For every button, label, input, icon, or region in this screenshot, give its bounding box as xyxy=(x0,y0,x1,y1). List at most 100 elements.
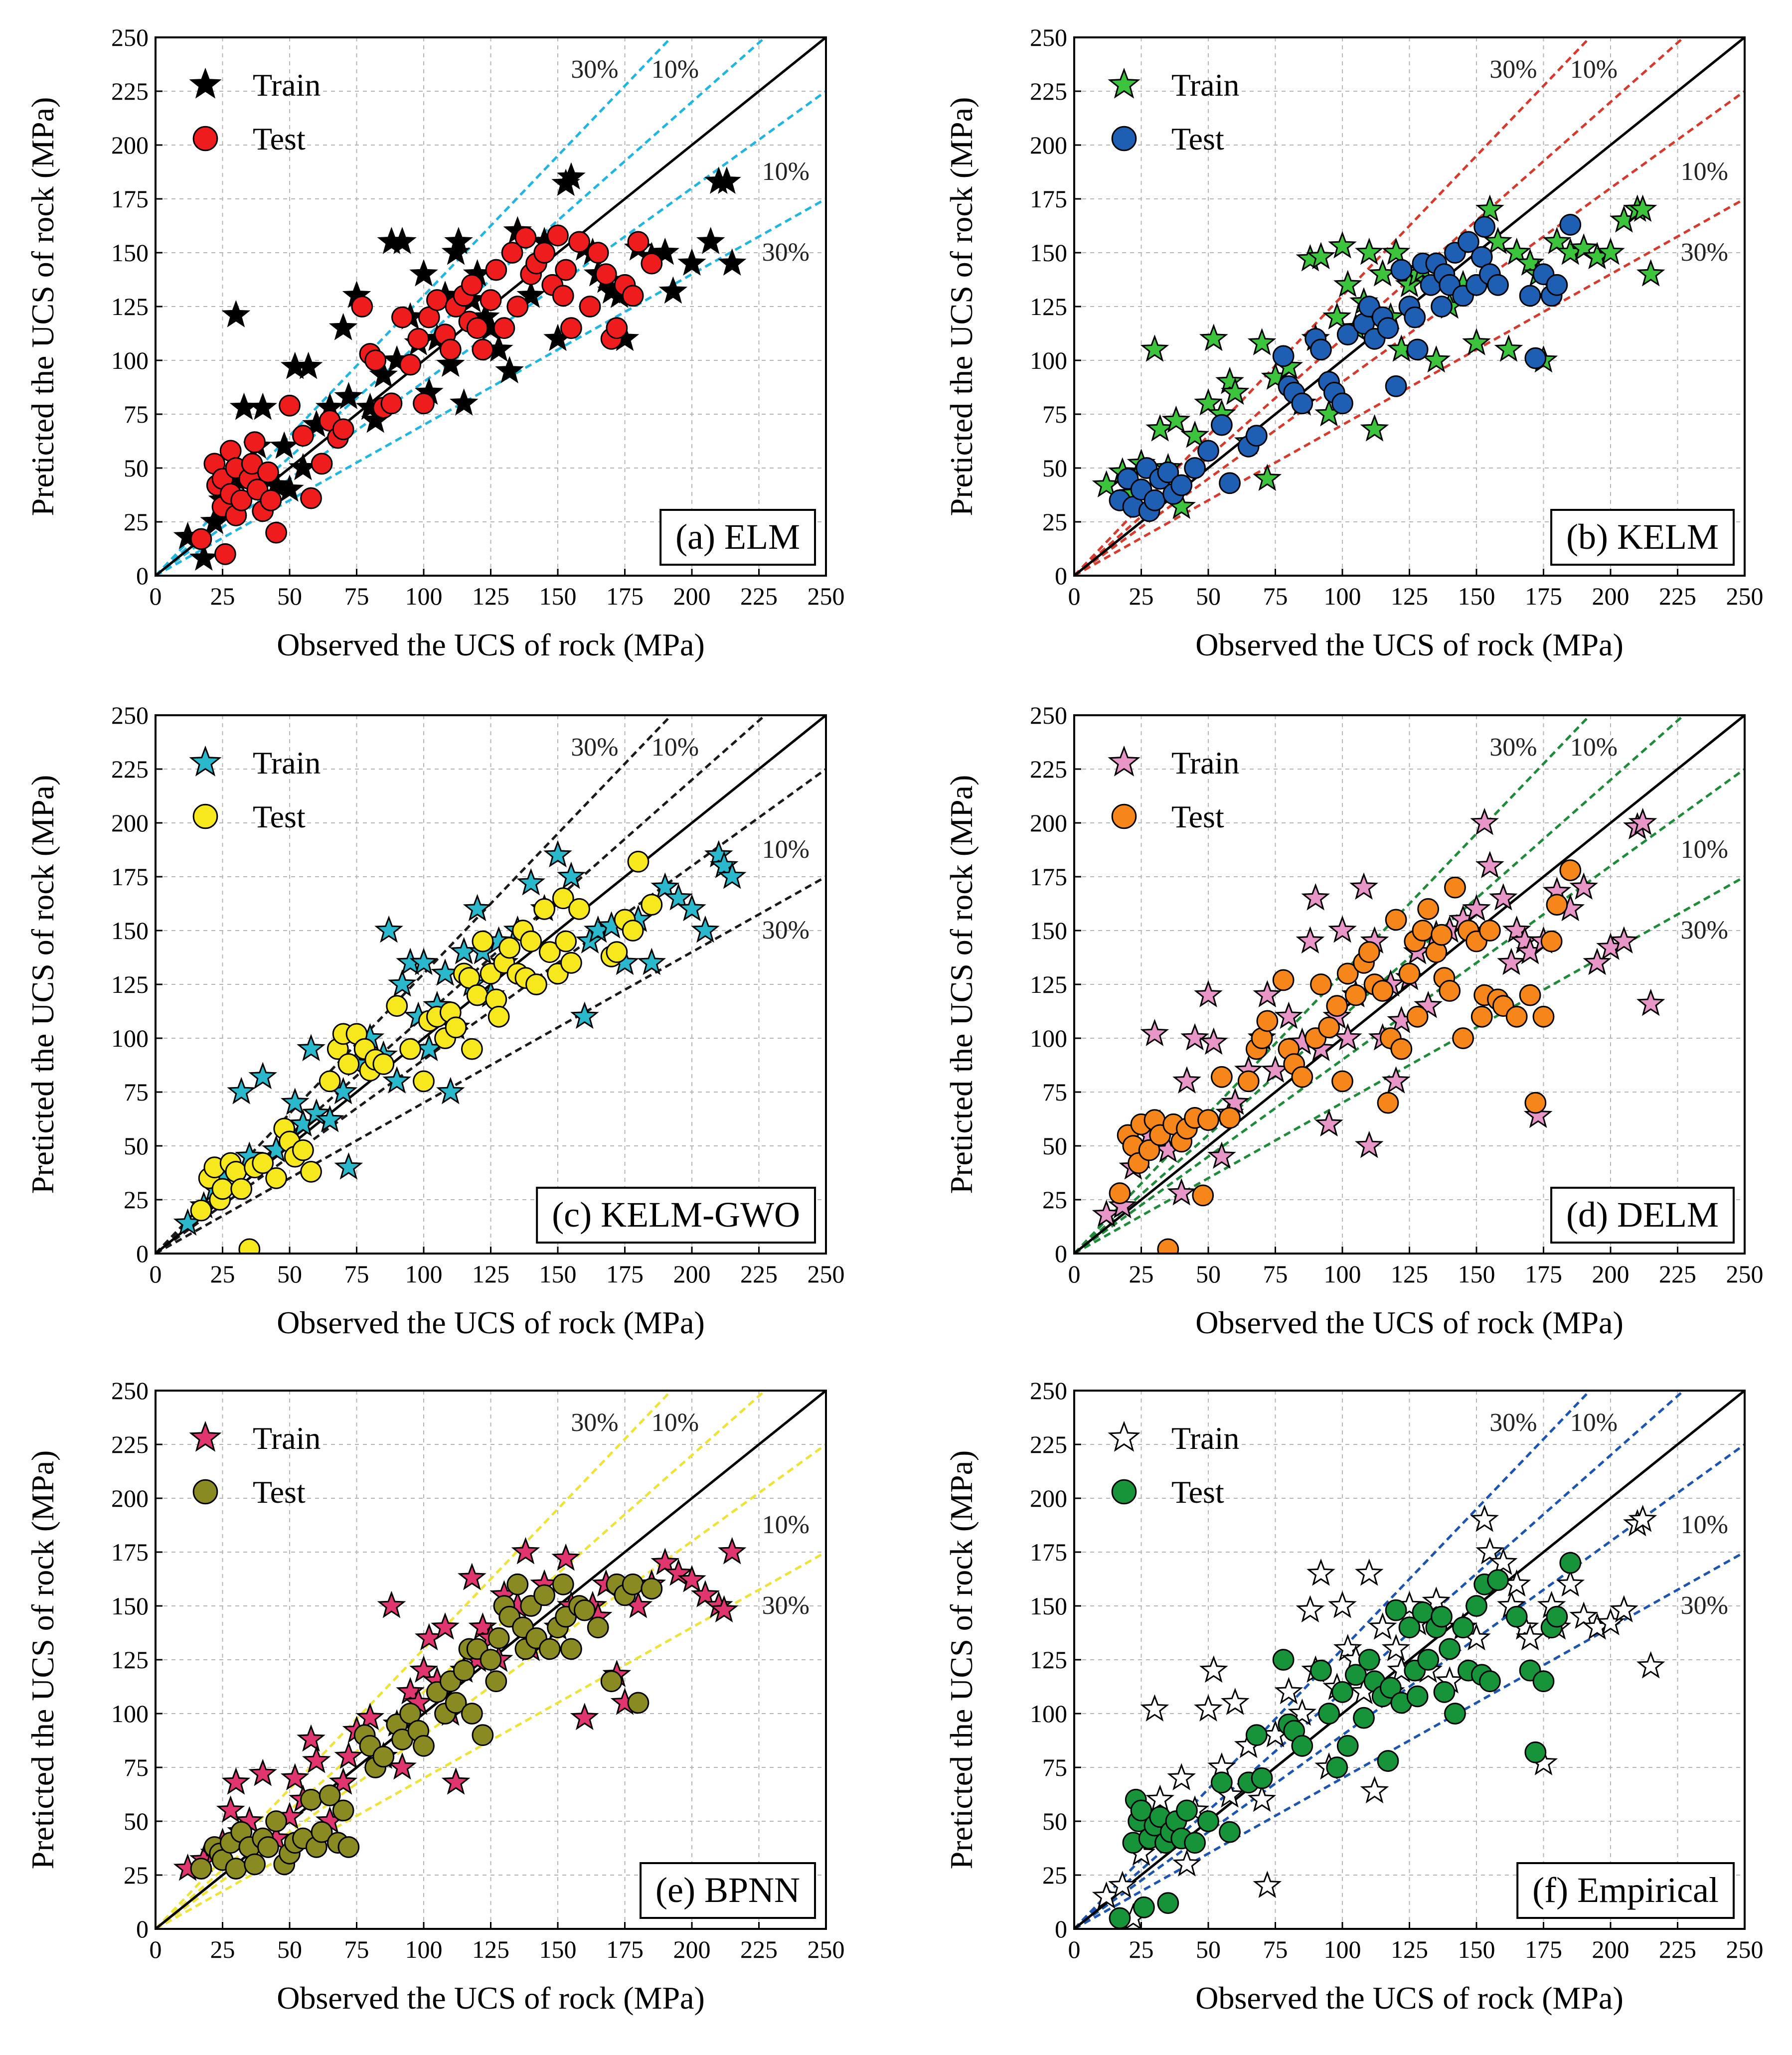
data-point-test xyxy=(1326,1756,1348,1778)
data-point-test xyxy=(472,930,494,952)
data-point-train xyxy=(495,356,524,384)
data-point-test xyxy=(190,1858,212,1880)
y-axis-title: Preticted the UCS of rock (MPa) xyxy=(25,775,60,1194)
data-point-test xyxy=(1336,323,1359,346)
legend-marker-train xyxy=(189,67,222,99)
data-point-train xyxy=(1296,926,1325,954)
data-point-train xyxy=(1556,1569,1585,1597)
x-tick-label: 250 xyxy=(1726,1260,1764,1288)
data-point-test xyxy=(1479,920,1501,942)
data-point-test xyxy=(1336,962,1359,985)
guide-label-upper-30pct: 30% xyxy=(571,55,618,84)
data-point-test xyxy=(1184,1832,1206,1854)
data-point-test xyxy=(364,349,387,371)
data-point-test xyxy=(641,894,663,916)
x-tick-label: 225 xyxy=(740,1260,778,1288)
x-tick-label: 0 xyxy=(1068,1935,1081,1963)
data-point-train xyxy=(1414,990,1443,1018)
legend: Train Test xyxy=(1108,1421,1239,1510)
data-point-train xyxy=(1172,1849,1201,1877)
data-point-train xyxy=(1161,405,1191,433)
data-point-train xyxy=(1628,194,1657,222)
data-point-test xyxy=(399,1038,421,1060)
y-tick-label: 50 xyxy=(1042,1132,1067,1160)
data-point-test xyxy=(1385,375,1407,397)
data-point-test xyxy=(413,1735,435,1757)
data-point-train xyxy=(551,1543,580,1571)
data-point-test xyxy=(257,1836,279,1858)
data-point-test xyxy=(1377,317,1399,339)
legend-label-test: Test xyxy=(1171,121,1224,157)
y-tick-label: 75 xyxy=(124,400,149,428)
data-point-test xyxy=(1211,414,1233,436)
data-point-train xyxy=(651,872,679,900)
data-point-test xyxy=(627,850,650,873)
guide-line-upper-30pct xyxy=(156,37,672,576)
guide-label-upper-10pct: 10% xyxy=(1570,55,1618,84)
x-tick-label: 125 xyxy=(1391,1260,1428,1288)
data-point-train xyxy=(1215,366,1244,394)
data-point-test xyxy=(520,930,542,952)
data-point-train xyxy=(1470,807,1499,835)
data-point-test xyxy=(1237,1070,1260,1093)
data-point-train xyxy=(1199,1655,1228,1683)
data-point-test xyxy=(1466,1595,1487,1617)
data-point-test xyxy=(1157,1238,1179,1254)
x-tick-label: 100 xyxy=(1324,1935,1361,1963)
data-point-test xyxy=(587,1616,609,1639)
data-point-test xyxy=(641,252,663,275)
data-point-test xyxy=(1546,1605,1568,1628)
data-point-test xyxy=(1143,489,1166,511)
data-point-train xyxy=(227,1077,256,1105)
y-tick-label: 0 xyxy=(1055,1240,1067,1267)
y-tick-label: 75 xyxy=(124,1078,149,1106)
data-point-train xyxy=(1497,948,1526,975)
x-axis-title: Observed the UCS of rock (MPa) xyxy=(277,1305,705,1340)
y-tick-label: 225 xyxy=(111,77,149,105)
data-point-test xyxy=(1457,231,1479,253)
data-point-train xyxy=(1145,414,1174,442)
y-axis-title: Preticted the UCS of rock (MPa) xyxy=(25,97,60,516)
data-point-test xyxy=(1546,274,1568,296)
y-tick-label: 150 xyxy=(1030,1592,1067,1620)
data-point-test xyxy=(332,418,354,441)
y-axis-title: Preticted the UCS of rock (MPa) xyxy=(944,1450,979,1870)
panel-e-bpnn: 30% 10%10%30%0 25 50 75 100 125 150 175 200 225 250… xyxy=(25,1377,845,2016)
data-point-train xyxy=(717,1537,747,1565)
data-point-test xyxy=(1219,1821,1241,1843)
x-tick-label: 50 xyxy=(277,1260,302,1288)
data-point-train xyxy=(637,948,666,975)
data-point-train xyxy=(248,1758,277,1786)
y-tick-label: 175 xyxy=(111,185,149,213)
data-point-test xyxy=(1431,924,1453,946)
data-point-test xyxy=(311,453,333,475)
x-tick-label: 0 xyxy=(150,1935,162,1963)
data-point-train xyxy=(1247,328,1277,355)
guide-line-lower-30pct xyxy=(156,875,826,1254)
legend-marker-test xyxy=(192,126,218,152)
data-point-train xyxy=(1194,388,1223,416)
data-point-test xyxy=(1470,1005,1493,1028)
data-point-train xyxy=(1333,270,1362,298)
data-point-train xyxy=(696,227,725,254)
y-tick-label: 250 xyxy=(111,701,149,729)
data-point-test xyxy=(1219,472,1241,494)
data-point-test xyxy=(1406,338,1429,361)
data-point-test xyxy=(488,1005,510,1028)
data-point-test xyxy=(627,231,650,253)
data-point-test xyxy=(1390,259,1413,281)
data-point-train xyxy=(409,948,438,975)
x-tick-label: 25 xyxy=(1129,1260,1154,1288)
data-point-test xyxy=(485,1670,507,1693)
data-point-train xyxy=(1355,1130,1384,1158)
x-tick-label: 225 xyxy=(740,582,778,610)
legend-label-test: Test xyxy=(253,799,306,834)
y-tick-label: 150 xyxy=(111,917,149,945)
y-tick-label: 225 xyxy=(1030,1430,1067,1458)
data-point-test xyxy=(1404,306,1426,328)
x-axis-title: Observed the UCS of rock (MPa) xyxy=(277,1980,705,2016)
data-point-train xyxy=(1360,1776,1389,1804)
series-test xyxy=(1109,859,1582,1254)
data-point-test xyxy=(453,1659,475,1682)
x-tick-label: 50 xyxy=(277,1935,302,1963)
